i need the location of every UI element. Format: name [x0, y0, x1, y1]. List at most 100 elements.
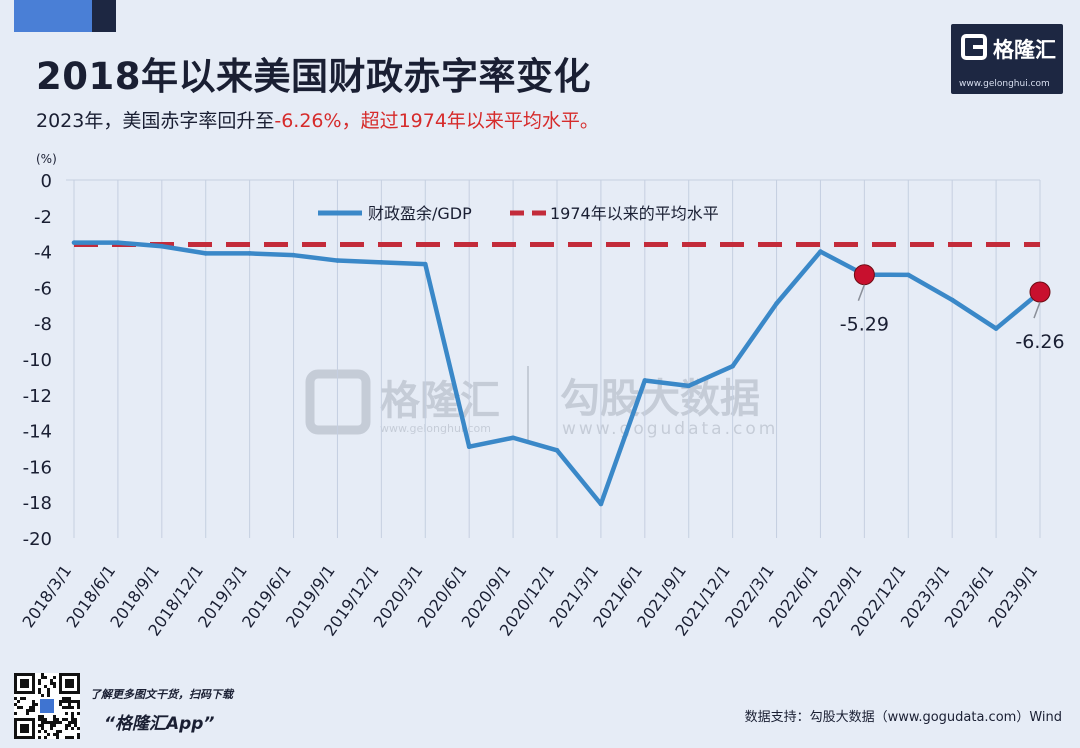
qr-module — [38, 724, 41, 727]
y-tick-label: -14 — [23, 422, 52, 443]
qr-module — [41, 724, 44, 727]
qr-module — [65, 697, 68, 700]
y-tick-label: -8 — [34, 314, 52, 335]
data-point — [247, 251, 252, 256]
logo-name: 格隆汇 — [993, 38, 1056, 62]
data-point — [730, 363, 735, 369]
watermark-right-url: www.gogudata.com — [562, 419, 778, 439]
qr-module — [71, 712, 74, 715]
data-point — [422, 261, 428, 267]
qr-module — [41, 727, 44, 730]
highlight-marker — [853, 264, 875, 286]
gelonghui-logo[interactable]: 格隆汇 www.gelonghui.com — [951, 24, 1063, 94]
qr-module — [77, 706, 80, 709]
qr-module — [65, 706, 68, 709]
data-point — [598, 501, 604, 507]
chart-legend: 财政盈余/GDP 1974年以来的平均水平 — [318, 204, 719, 223]
app-name: “格隆汇App” — [104, 714, 215, 734]
qr-module — [77, 712, 80, 715]
qr-module — [50, 721, 53, 724]
qr-finder — [20, 724, 29, 733]
subtitle-highlight: -6.26%，超过1974年以来平均水平。 — [274, 110, 599, 132]
qr-module — [56, 730, 59, 733]
qr-module — [71, 727, 74, 730]
qr-module — [71, 706, 74, 709]
qr-module — [47, 733, 50, 736]
watermark-left-name: 格隆汇 — [380, 378, 500, 424]
subtitle-prefix: 2023年，美国赤字率回升至 — [36, 110, 275, 132]
data-point — [949, 297, 955, 303]
corner-accent-dark-block — [92, 0, 116, 32]
qr-module — [14, 697, 17, 700]
watermark: 格隆汇 www.gelonghui.com 勾股大数据 www.gogudata… — [305, 366, 778, 440]
qr-module — [41, 718, 44, 721]
data-point — [774, 301, 779, 306]
page-title: 2018年以来美国财政赤字率变化 — [36, 55, 591, 98]
data-point — [71, 240, 77, 245]
qr-module — [56, 721, 59, 724]
annotation-leader — [1033, 301, 1041, 319]
qr-module — [68, 697, 71, 700]
data-point — [905, 272, 911, 278]
qr-module — [71, 715, 74, 718]
y-tick-label: -20 — [23, 529, 52, 550]
qr-module — [53, 718, 56, 721]
qr-module — [65, 718, 68, 721]
y-tick-label: -4 — [34, 243, 52, 264]
data-point — [510, 435, 516, 441]
qr-module — [59, 730, 62, 733]
qr-module — [71, 736, 74, 739]
qr-module — [32, 706, 35, 709]
qr-module — [50, 727, 53, 730]
annotation-label: -5.29 — [840, 314, 889, 336]
y-tick-label: -2 — [34, 207, 52, 228]
qr-module — [14, 712, 17, 715]
qr-module — [26, 709, 29, 712]
qr-module — [20, 706, 23, 709]
y-tick-label: 0 — [41, 171, 52, 192]
watermark-left-url: www.gelonghui.com — [380, 422, 491, 435]
page-subtitle: 2023年，美国赤字率回升至-6.26%，超过1974年以来平均水平。 — [36, 106, 599, 133]
data-point — [159, 243, 165, 249]
legend-label-deficit: 财政盈余/GDP — [368, 204, 472, 223]
qr-module — [56, 733, 59, 736]
qr-module — [53, 724, 56, 727]
qr-module — [38, 679, 41, 682]
qr-module — [62, 697, 65, 700]
qr-module — [47, 721, 50, 724]
qr-module — [38, 718, 41, 721]
qr-module — [38, 688, 41, 691]
qr-module — [65, 724, 68, 727]
data-point — [203, 251, 209, 256]
qr-module — [59, 700, 62, 703]
y-tick-label: -6 — [34, 278, 52, 299]
qr-module — [74, 724, 77, 727]
highlight-marker — [1029, 281, 1051, 303]
qr-module — [41, 673, 44, 676]
qr-module — [47, 691, 50, 694]
qr-module — [68, 700, 71, 703]
qr-module — [56, 718, 59, 721]
qr-module — [53, 676, 56, 679]
chart-grid — [66, 179, 1041, 538]
download-qr-code[interactable] — [14, 673, 80, 739]
qr-module — [14, 703, 17, 706]
qr-module — [41, 676, 44, 679]
qr-module — [44, 676, 47, 679]
qr-module — [62, 700, 65, 703]
y-tick-label: -16 — [23, 457, 52, 478]
qr-module — [17, 706, 20, 709]
qr-module — [77, 703, 80, 706]
qr-module — [47, 688, 50, 691]
qr-module — [74, 721, 77, 724]
qr-module — [17, 700, 20, 703]
qr-module — [53, 721, 56, 724]
qr-module — [53, 685, 56, 688]
qr-module — [68, 736, 71, 739]
qr-module — [23, 697, 26, 700]
data-point — [335, 258, 340, 263]
qr-module — [77, 733, 80, 736]
qr-logo-icon — [38, 697, 56, 715]
y-tick-label: -12 — [23, 386, 52, 407]
qr-module — [44, 730, 47, 733]
